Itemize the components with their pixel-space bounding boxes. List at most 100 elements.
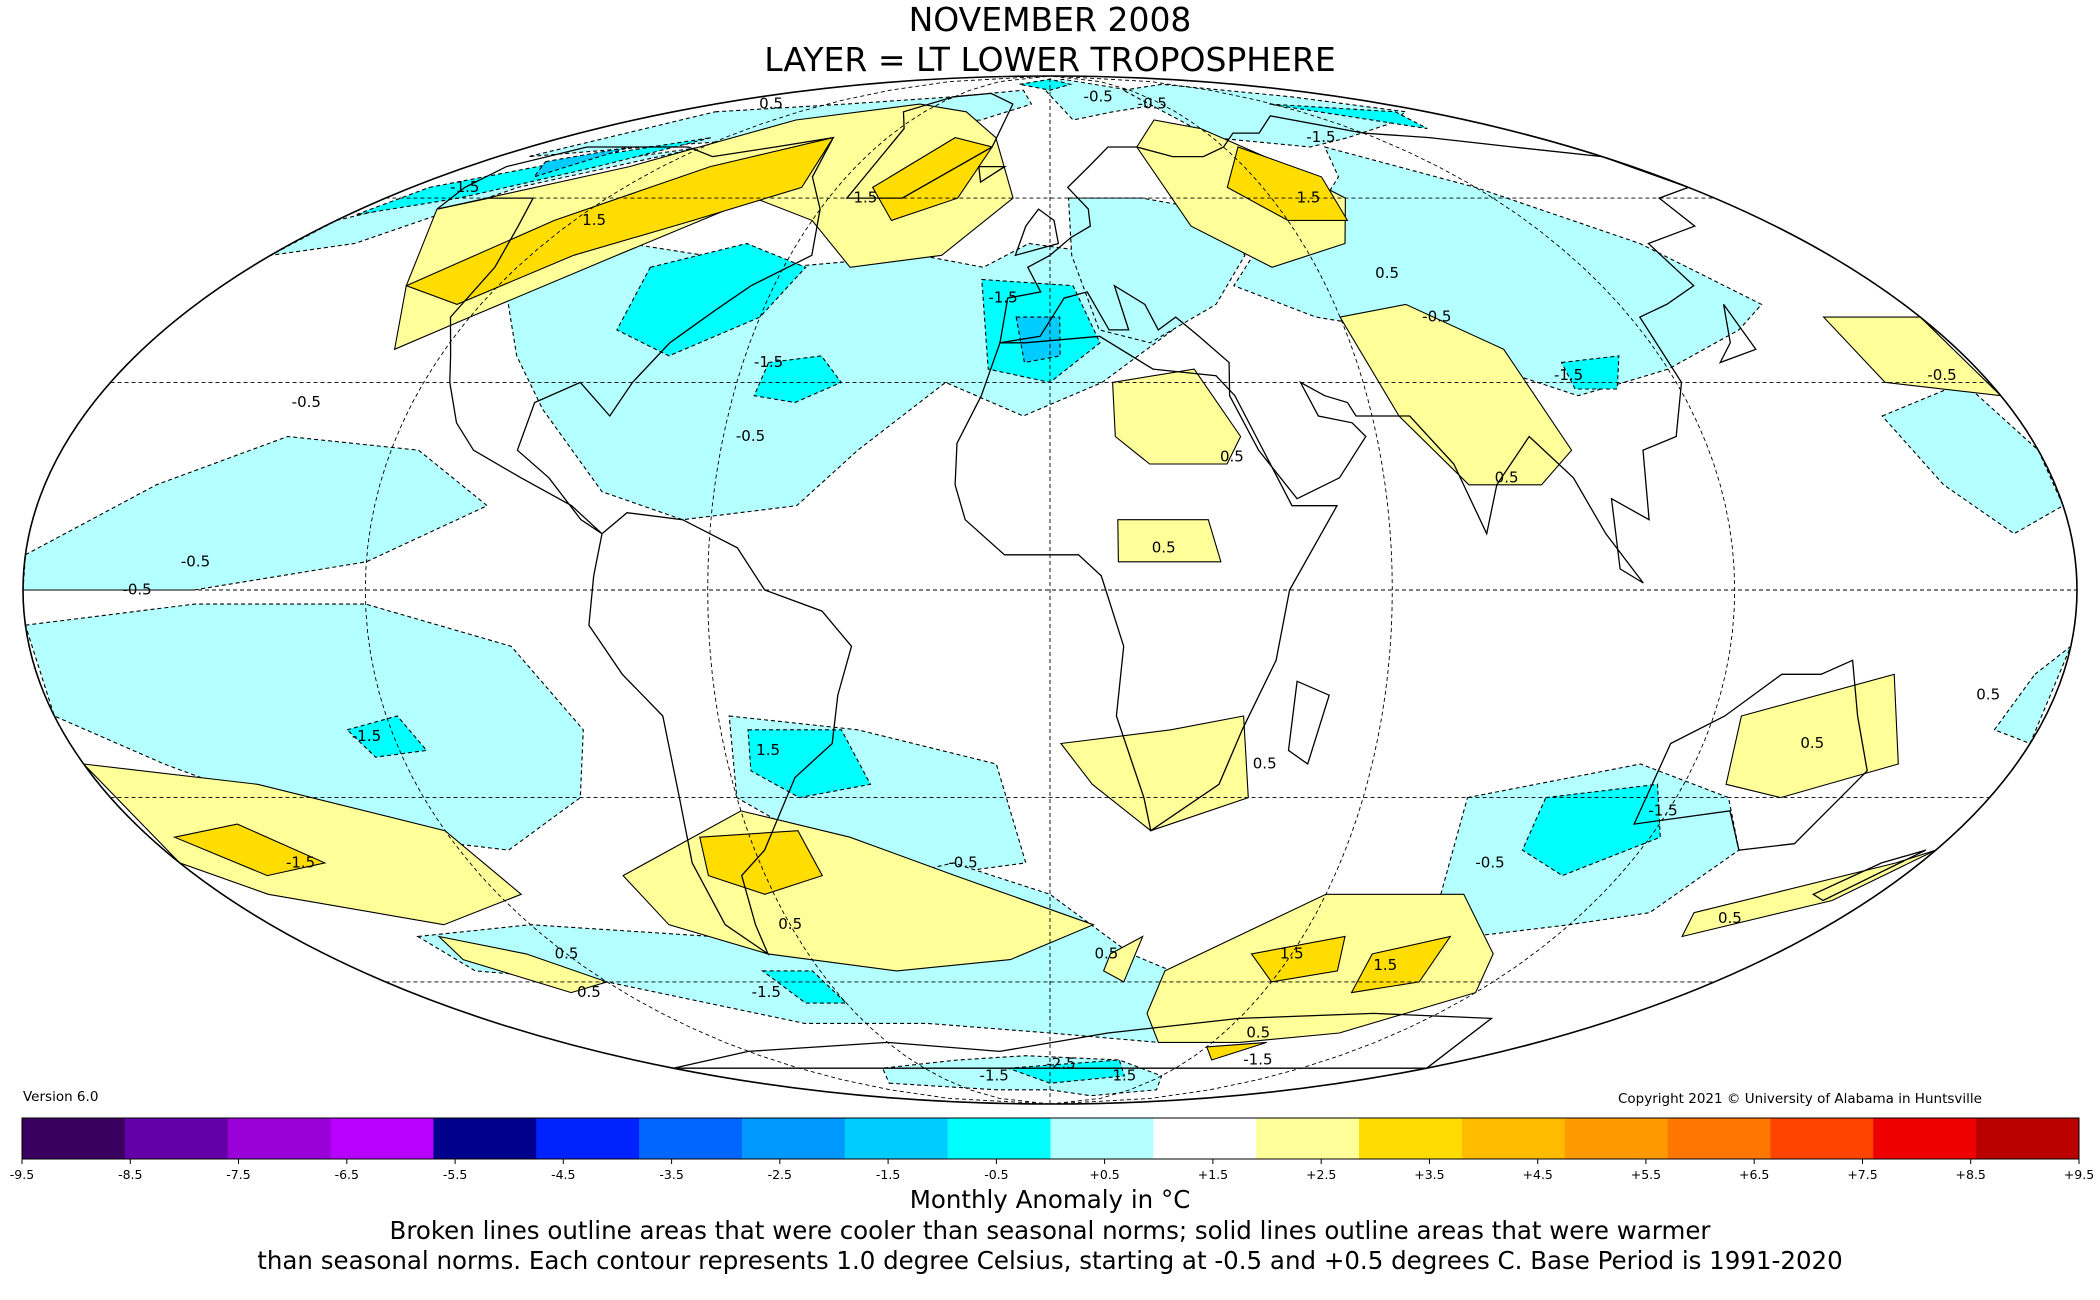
colorbar-tick-label: +1.5 [1198, 1167, 1228, 1182]
contour-value-label: 1.5 [1112, 1066, 1136, 1084]
contour-value-label: -0.5 [1422, 308, 1451, 326]
contour-value-label: -1.5 [1648, 801, 1677, 819]
colorbar-tick-label: +2.5 [1306, 1167, 1336, 1182]
colorbar-cell [1256, 1118, 1360, 1159]
warm-anomaly-region [437, 935, 609, 994]
colorbar-cell [1667, 1118, 1771, 1159]
continent-outline [1811, 849, 1927, 902]
contour-value-label: 1.5 [1297, 189, 1321, 207]
contour-value-label: -1.5 [752, 983, 781, 1001]
continent-outline [673, 1012, 1494, 1069]
contour-value-label: 1.5 [853, 189, 877, 207]
colorbar-tick-label: -2.5 [768, 1167, 792, 1182]
contour-value-label: -1.5 [980, 1066, 1009, 1084]
contour-value-label: 1.5 [756, 741, 780, 759]
contour-value-label: -2.5 [1046, 1055, 1075, 1073]
colorbar-cells [21, 1117, 2080, 1160]
colorbar-cell [1461, 1118, 1566, 1159]
colorbar-tick-label: -1.5 [876, 1167, 900, 1182]
contour-value-label: 0.5 [1495, 468, 1519, 486]
warm-anomaly-region [82, 763, 523, 926]
contour-value-label: 0.5 [577, 983, 601, 1001]
strong-warm-anomaly-region [871, 137, 993, 222]
contour-labels: 0.5 -0.5 -0.5 -1.5 -1.5 1.5 1.5 1.5 0.5 -1.5 -0.5 -… [122, 87, 2000, 1084]
strong-cool-anomaly-region [760, 970, 848, 1004]
contour-value-label: -1.5 [450, 178, 479, 196]
contour-value-label: -0.5 [292, 393, 321, 411]
cool-anomaly-region [1121, 83, 1408, 148]
longitude-line [1049, 76, 1736, 1104]
colorbar-tick-label: -9.5 [10, 1167, 34, 1182]
cool-anomaly-region [1067, 197, 1246, 344]
colorbar-tick-label: +8.5 [1956, 1167, 1986, 1182]
contour-value-label: -1.5 [352, 727, 381, 745]
contour-value-label: 1.5 [1373, 956, 1397, 974]
continent-outline [588, 512, 853, 956]
colorbar-cell [1153, 1118, 1257, 1159]
colorbar-cell [330, 1118, 434, 1159]
contour-value-label: -0.5 [122, 581, 151, 599]
contour-value-label: 0.5 [1375, 264, 1399, 282]
strongest-cool-anomaly-region [1015, 316, 1061, 364]
colorbar-tick-label: -5.5 [443, 1167, 467, 1182]
strong-cool-anomaly-region [616, 242, 807, 357]
warm-anomaly-region [393, 103, 1014, 351]
strong-cool-anomaly-region [753, 355, 843, 404]
colorbar-tick-label: +4.5 [1523, 1167, 1553, 1182]
continent-outlines [436, 92, 1927, 1069]
continent-outline [1014, 208, 1060, 257]
strong-warm-anomaly-region [1250, 935, 1346, 983]
colorbar-ticks: -9.5 -8.5 -7.5 -6.5 -5.5 -4.5 -3.5 -2.5 -1.5 -0.5… [10, 1159, 2094, 1182]
contour-value-label: -0.5 [948, 853, 977, 871]
continent-outline [999, 115, 1697, 584]
colorbar-frame [21, 1117, 2080, 1160]
colorbar-units-label: Monthly Anomaly in °C [909, 1185, 1191, 1214]
contour-value-label: -0.5 [1927, 366, 1956, 384]
cool-anomaly-region [23, 435, 489, 591]
colorbar-tick-label: +3.5 [1414, 1167, 1444, 1182]
contour-value-label: 0.5 [1220, 448, 1244, 466]
contour-value-label: 0.5 [778, 915, 802, 933]
colorbar-tick-label: +6.5 [1739, 1167, 1769, 1182]
strong-warm-anomaly-region [1350, 935, 1452, 994]
version-label: Version 6.0 [23, 1089, 99, 1105]
longitude-line [364, 76, 1051, 1104]
colorbar-tick-label: -6.5 [335, 1167, 359, 1182]
colorbar-cell [1770, 1118, 1874, 1159]
continent-outline [845, 92, 1014, 199]
contour-value-label: -1.5 [1243, 1051, 1272, 1069]
contour-value-label: 0.5 [555, 944, 579, 962]
cool-anomaly-region [24, 603, 584, 851]
strong-cool-anomaly-region [346, 715, 428, 758]
strong-warm-anomaly-region [699, 830, 824, 895]
colorbar-cell [227, 1118, 332, 1159]
strongest-cool-anomaly-region [532, 146, 631, 178]
strong-cool-anomaly-region [1521, 783, 1661, 877]
warm-anomaly-region [1725, 673, 1899, 799]
colorbar-tick-label: -7.5 [226, 1167, 250, 1182]
caption-line-2: than seasonal norms. Each contour repres… [257, 1246, 1843, 1275]
continent-outline [1633, 659, 1868, 851]
continent-outline [436, 136, 835, 535]
colorbar-cell [844, 1118, 949, 1159]
colorbar-cell [639, 1118, 743, 1159]
contour-value-label: -1.5 [1554, 366, 1583, 384]
contour-value-label: -0.5 [1138, 95, 1167, 113]
contour-value-label: 0.5 [1718, 909, 1742, 927]
colorbar-tick-label: -3.5 [659, 1167, 683, 1182]
colorbar-tick-label: -8.5 [118, 1167, 142, 1182]
contour-value-label: -0.5 [181, 552, 210, 570]
warm-anomaly-region [1117, 519, 1222, 563]
colorbar-cell [947, 1118, 1051, 1159]
warm-anomaly-region [1112, 368, 1242, 465]
strong-warm-anomaly-region [172, 823, 327, 877]
map-subtitle: LAYER = LT LOWER TROPOSPHERE [764, 40, 1336, 79]
longitude-line [1049, 76, 1393, 1104]
colorbar-tick-label: +7.5 [1847, 1167, 1877, 1182]
colorbar-tick-label: +0.5 [1089, 1167, 1119, 1182]
caption-line-1: Broken lines outline areas that were coo… [389, 1216, 1711, 1245]
contour-value-label: 0.5 [759, 95, 783, 113]
colorbar-cell [1976, 1118, 2080, 1159]
